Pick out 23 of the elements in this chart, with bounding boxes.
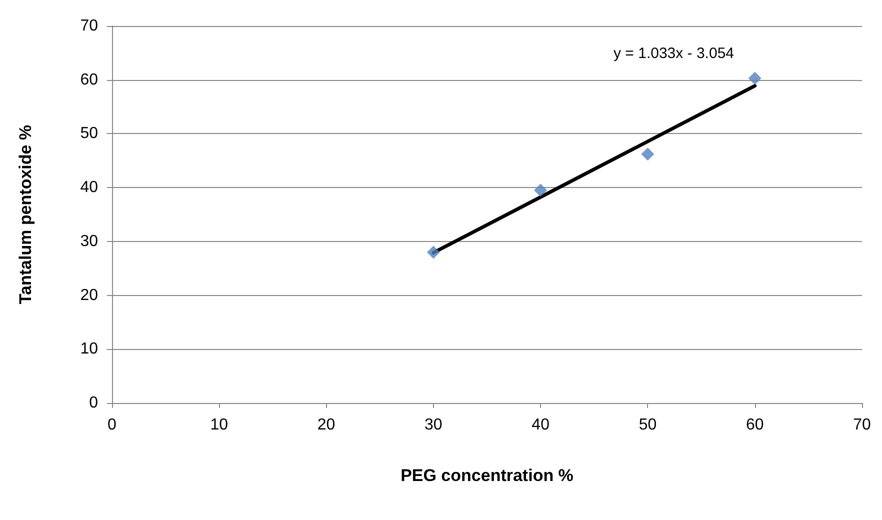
y-tick-label: 10 [80,340,98,358]
y-tick-label: 0 [89,394,98,412]
y-tick-label: 60 [80,71,98,88]
x-tick-label: 50 [638,416,657,434]
point [534,184,548,197]
y-tick-label: 50 [80,125,98,142]
x-tick-label: 10 [210,416,228,434]
point [426,246,440,259]
y-axis-title: Tantalum pentoxide % [16,124,35,304]
y-tick-label: 70 [80,18,98,34]
x-tick-label: 30 [424,416,442,434]
x-tick-label: 20 [317,416,336,434]
y-tick-label: 30 [80,232,98,250]
point [641,148,654,161]
y-tick-label: 20 [80,286,98,304]
point [748,72,762,85]
x-tick-label: 40 [532,416,550,434]
y-tick-label: 40 [80,179,98,196]
x-tick-label: 60 [746,416,764,434]
x-tick-label: 0 [108,416,117,434]
x-tick-label: 70 [853,416,871,434]
x-axis-title: PEG concentration % [400,466,574,485]
annotation: y = 1.033x - 3.054 [614,45,734,62]
